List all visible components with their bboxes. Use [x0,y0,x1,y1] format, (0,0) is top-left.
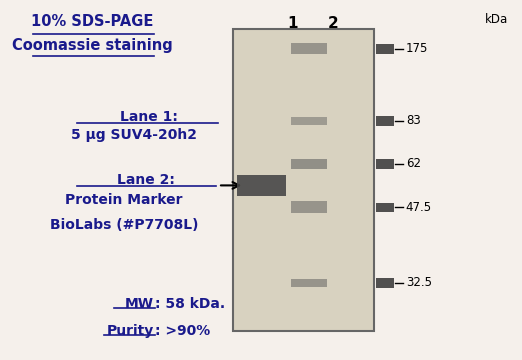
Text: 2: 2 [328,16,339,31]
Bar [233,29,374,331]
Bar [291,159,327,169]
Text: : >90%: : >90% [155,324,210,338]
Text: 5 μg SUV4-20h2: 5 μg SUV4-20h2 [71,128,197,142]
Text: kDa: kDa [485,13,508,26]
Bar [237,175,286,196]
Text: : 58 kDa.: : 58 kDa. [155,297,226,311]
Bar [376,116,395,126]
Text: Protein Marker: Protein Marker [65,193,183,207]
Bar [376,44,395,54]
Bar [376,203,395,212]
Text: BioLabs (#P7708L): BioLabs (#P7708L) [50,218,198,232]
Bar [376,159,395,169]
Text: 47.5: 47.5 [406,201,432,213]
Bar [291,279,327,287]
Bar [291,117,327,125]
Text: Lane 2:: Lane 2: [117,173,175,187]
Text: 10% SDS-PAGE: 10% SDS-PAGE [31,14,153,30]
Text: 83: 83 [406,114,421,127]
Text: 62: 62 [406,157,421,170]
Text: MW: MW [125,297,154,311]
Text: 175: 175 [406,42,428,55]
Text: Purity: Purity [106,324,154,338]
Bar [291,43,327,54]
Text: 1: 1 [287,16,298,31]
Text: Coomassie staining: Coomassie staining [11,38,172,53]
Bar [376,278,395,288]
Text: Lane 1:: Lane 1: [120,110,178,124]
Bar [291,201,327,213]
Text: 32.5: 32.5 [406,276,432,289]
